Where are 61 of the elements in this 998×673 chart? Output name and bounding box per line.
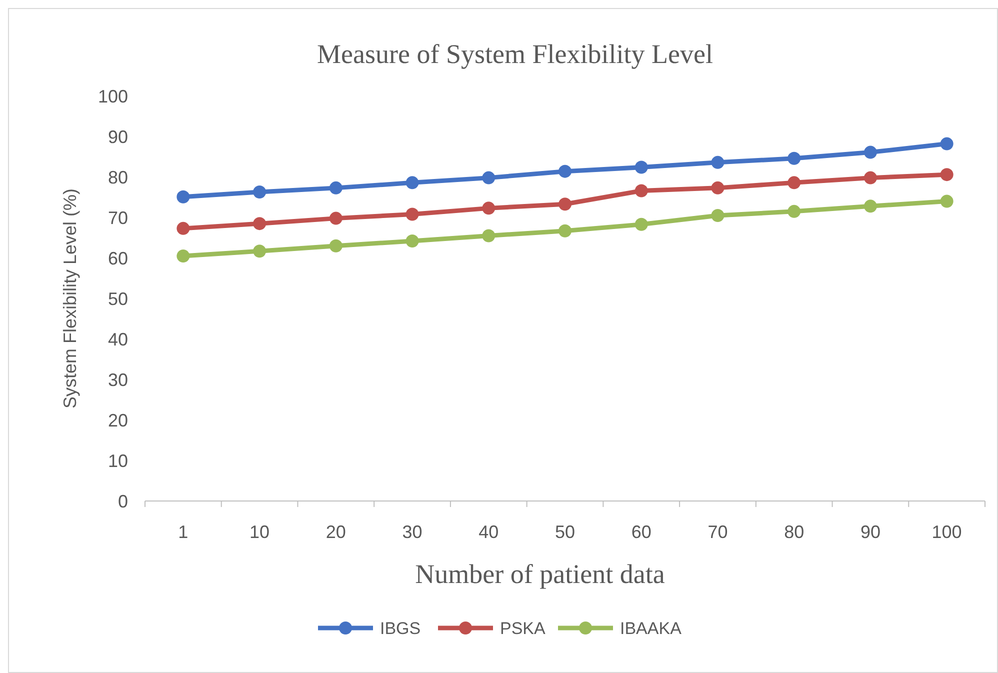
point [864,146,877,159]
point [176,222,190,235]
point [940,194,954,208]
y-tick-label: 90 [108,126,128,147]
y-tick-label: 30 [108,370,128,390]
point [864,200,877,213]
x-tick-label: 80 [784,522,804,542]
point [482,202,496,215]
point [482,171,496,184]
y-tick-label: 40 [108,329,128,350]
x-tick-label: 10 [250,522,270,542]
x-tick-label: 40 [478,522,499,542]
y-tick-label: 50 [108,288,128,309]
point [329,181,342,194]
point [558,224,572,238]
point [253,244,266,258]
legend-label: IBGS [380,618,421,638]
x-tick-label: 70 [708,522,728,542]
point [558,198,572,211]
x-tick-label: 90 [860,522,880,542]
point [176,249,190,262]
point [558,164,572,178]
x-tick-label: 20 [326,522,346,542]
point [711,208,724,222]
x-tick-label: 30 [402,522,422,542]
point [711,181,724,194]
legend-label: IBAAKA [620,618,682,638]
point [253,185,266,198]
point [329,239,342,252]
chart-title: Measure of System Flexibility Level [317,39,713,69]
x-tick-label: 100 [932,522,962,542]
point [482,229,496,242]
point [864,171,877,184]
y-tick-label: 80 [108,167,128,188]
point [406,234,419,248]
point [634,160,648,174]
x-axis-title: Number of patient data [415,559,665,589]
x-tick-label: 1 [178,522,188,542]
point [634,184,648,198]
point [176,190,190,204]
point [406,208,419,221]
y-tick-label: 10 [108,450,128,471]
point [634,218,648,231]
point [253,217,266,230]
y-axis-title: System Flexibility Level (%) [60,188,80,409]
x-tick-label: 60 [631,522,652,542]
point [788,152,801,165]
point [940,137,954,150]
y-tick-label: 60 [108,248,128,268]
legend-label: PSKA [500,618,546,638]
point [329,212,342,225]
point [711,156,724,169]
point [788,176,801,190]
x-tick-label: 50 [554,522,576,542]
point [940,168,954,182]
point [788,204,801,218]
y-tick-label: 20 [108,410,128,430]
y-tick-label: 70 [108,208,128,228]
y-tick-label: 100 [98,86,128,106]
y-tick-label: 0 [118,491,128,512]
point [406,176,419,190]
